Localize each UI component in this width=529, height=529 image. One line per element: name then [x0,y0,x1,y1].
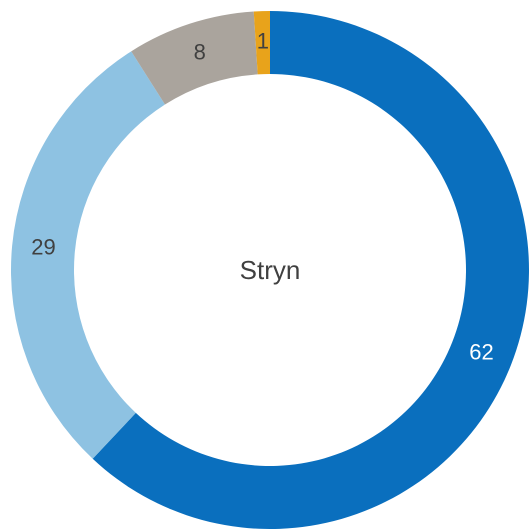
data-label: 62 [469,340,493,365]
donut-segment [92,11,529,529]
center-title: Stryn [240,255,301,285]
data-label: 29 [31,234,55,259]
data-label: 8 [194,39,206,64]
donut-segment [10,51,165,459]
donut-segment [131,11,258,105]
data-label: 1 [257,28,269,53]
donut-segment [253,11,270,75]
